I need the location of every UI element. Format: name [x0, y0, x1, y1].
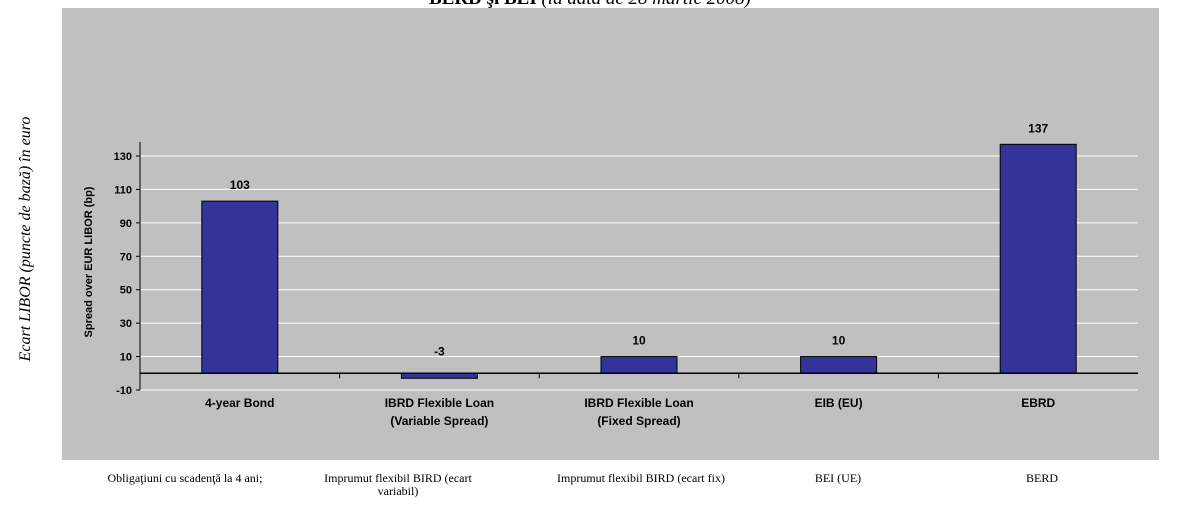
chart-title-italic: (la data de 28 martie 2008)	[541, 0, 751, 9]
data-label: 137	[1028, 121, 1048, 135]
y-tick-labels: -10 10 30 50 70 90 110 130	[114, 151, 140, 397]
y-tick-label: 70	[120, 251, 132, 263]
x-tick-label: EIB (EU)	[815, 396, 863, 410]
y-tick-label: 30	[120, 318, 132, 330]
y-tick-label: 90	[120, 218, 132, 230]
y-tick-label: -10	[116, 385, 132, 397]
data-labels: 103 -3 10 10 137	[230, 121, 1049, 358]
data-label: 103	[230, 178, 250, 192]
y-tick-label: 10	[120, 352, 132, 364]
bar	[400, 372, 478, 379]
bar	[999, 143, 1077, 374]
data-label: -3	[434, 344, 445, 358]
chart-title-bold: BERD şi BEI	[429, 0, 537, 9]
romanian-category-label: Imprumut flexibil BIRD (ecart variabil)	[324, 471, 472, 498]
chart-title: BERD şi BEI (la data de 28 martie 2008)	[330, 0, 850, 10]
data-label: 10	[832, 334, 846, 348]
data-label: 10	[632, 334, 646, 348]
x-tick-label: (Variable Spread)	[390, 414, 488, 428]
bar	[201, 200, 279, 374]
x-tick-label: (Fixed Spread)	[597, 414, 680, 428]
romanian-category-label: Obligaţiuni cu scadenţă la 4 ani;	[107, 471, 263, 485]
bar	[800, 356, 878, 374]
bars	[201, 143, 1077, 379]
romanian-category-label: BEI (UE)	[814, 471, 862, 485]
axes	[139, 142, 1138, 390]
x-tick-label: EBRD	[1021, 396, 1055, 410]
y-axis-label: Spread over EUR LIBOR (bp)	[83, 186, 95, 337]
x-tick-label: IBRD Flexible Loan	[385, 396, 494, 410]
y-tick-label: 130	[114, 151, 132, 163]
x-tick-label: 4-year Bond	[205, 396, 274, 410]
x-tick-labels: 4-year Bond IBRD Flexible Loan (Variable S…	[205, 396, 1055, 428]
bar	[600, 356, 678, 374]
romanian-category-label: Imprumut flexibil BIRD (ecart fix)	[557, 471, 725, 485]
y-tick-label: 110	[114, 184, 132, 196]
y-tick-label: 50	[120, 285, 132, 297]
bar-chart: -10 10 30 50 70 90 110 130 4-year Bond IBRD Flex…	[62, 8, 1159, 460]
x-tick-label: IBRD Flexible Loan	[584, 396, 693, 410]
romanian-category-label: BERD	[1025, 471, 1058, 485]
